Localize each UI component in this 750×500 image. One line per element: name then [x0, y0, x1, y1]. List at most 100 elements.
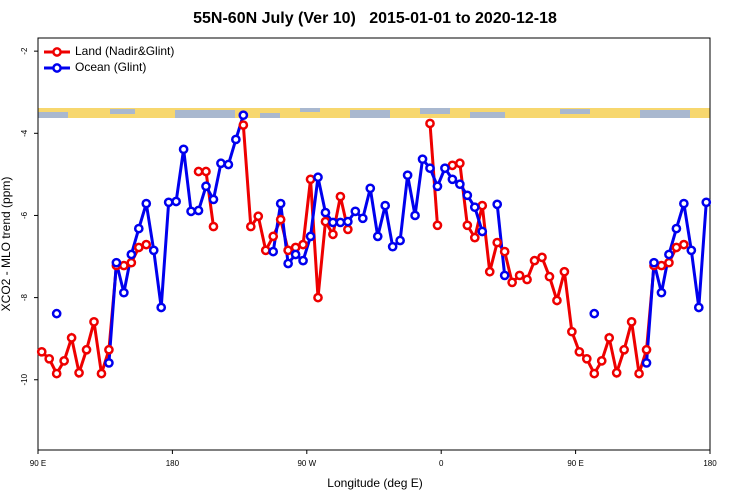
data-point [664, 249, 674, 260]
x-tick-label: 90 E [30, 459, 46, 468]
data-point [148, 245, 159, 256]
data-point [447, 174, 458, 185]
data-point [238, 120, 249, 130]
x-axis-label: Longitude (deg E) [327, 476, 422, 490]
data-point [649, 257, 659, 268]
chart-title: 55N-60N July (Ver 10) 2015-01-01 to 2020… [193, 10, 557, 27]
data-point [104, 344, 114, 355]
data-point [51, 308, 62, 319]
data-point [298, 239, 308, 250]
data-point [507, 277, 517, 288]
data-point [432, 220, 443, 231]
data-point [305, 231, 316, 242]
data-point [656, 287, 667, 298]
data-point [275, 198, 286, 209]
data-point [343, 216, 353, 227]
data-point [74, 367, 84, 378]
data-point [126, 257, 137, 268]
y-tick-label: -6 [20, 211, 29, 219]
data-point [522, 274, 532, 285]
x-tick-label: 180 [703, 459, 717, 468]
data-point [245, 221, 256, 232]
data-point [141, 239, 152, 250]
data-point [544, 271, 555, 282]
data-point [156, 302, 167, 313]
data-point [59, 356, 69, 366]
data-point [283, 258, 293, 269]
data-point [111, 257, 122, 268]
data-point [119, 287, 129, 298]
data-point [223, 159, 234, 170]
data-point [425, 163, 435, 174]
data-point [499, 246, 510, 257]
data-point [44, 353, 55, 364]
data-point [679, 239, 689, 250]
data-point [477, 200, 488, 211]
data-point [313, 172, 323, 183]
data-point [402, 170, 413, 181]
data-point [268, 246, 279, 257]
data-point [320, 207, 331, 218]
data-point [268, 231, 279, 242]
y-tick-label: -2 [20, 47, 29, 55]
data-point [208, 221, 219, 232]
x-tick-label: 90 E [567, 459, 583, 468]
data-point [283, 245, 293, 256]
data-point [133, 223, 144, 234]
data-point [671, 242, 682, 253]
data-point [455, 158, 465, 169]
data-point [171, 196, 181, 207]
data-point [313, 292, 323, 303]
data-point [701, 197, 712, 208]
legend-marker [52, 47, 62, 57]
data-point [290, 249, 301, 260]
data-point [671, 223, 682, 234]
x-tick-label: 180 [166, 459, 180, 468]
data-point [686, 245, 697, 256]
data-point [320, 216, 331, 227]
data-point [365, 183, 376, 194]
data-point [350, 206, 361, 217]
data-point [664, 257, 674, 268]
data-point [193, 166, 204, 177]
data-point [432, 181, 443, 192]
data-point [469, 202, 480, 213]
data-point [126, 249, 137, 260]
y-tick-label: -4 [20, 129, 29, 137]
y-tick-label: -10 [20, 373, 29, 385]
data-point [216, 158, 226, 169]
data-point [410, 210, 420, 221]
data-point [231, 134, 241, 145]
data-point [104, 358, 114, 368]
data-point [634, 368, 644, 379]
data-point [552, 295, 562, 306]
data-point [298, 255, 308, 266]
data-point [193, 205, 204, 216]
legend-label: Land (Nadir&Glint) [75, 44, 174, 58]
data-point [619, 344, 629, 355]
data-point [335, 217, 346, 228]
data-point [133, 242, 144, 253]
data-point [81, 344, 92, 355]
data-point [89, 316, 99, 327]
data-point [455, 179, 465, 190]
data-point [611, 367, 622, 378]
data-point [589, 308, 600, 319]
data-point [626, 316, 637, 327]
data-point [141, 198, 152, 209]
data-point [499, 270, 510, 281]
data-point [462, 190, 473, 201]
data-point [66, 333, 77, 343]
data-point [447, 160, 458, 171]
data-point [357, 213, 368, 224]
data-point [440, 163, 450, 174]
data-point [417, 154, 428, 165]
data-point [596, 356, 607, 366]
data-point [477, 226, 488, 237]
data-point [201, 166, 211, 177]
data-point [641, 358, 652, 368]
data-point [574, 346, 585, 357]
data-point [567, 326, 577, 337]
